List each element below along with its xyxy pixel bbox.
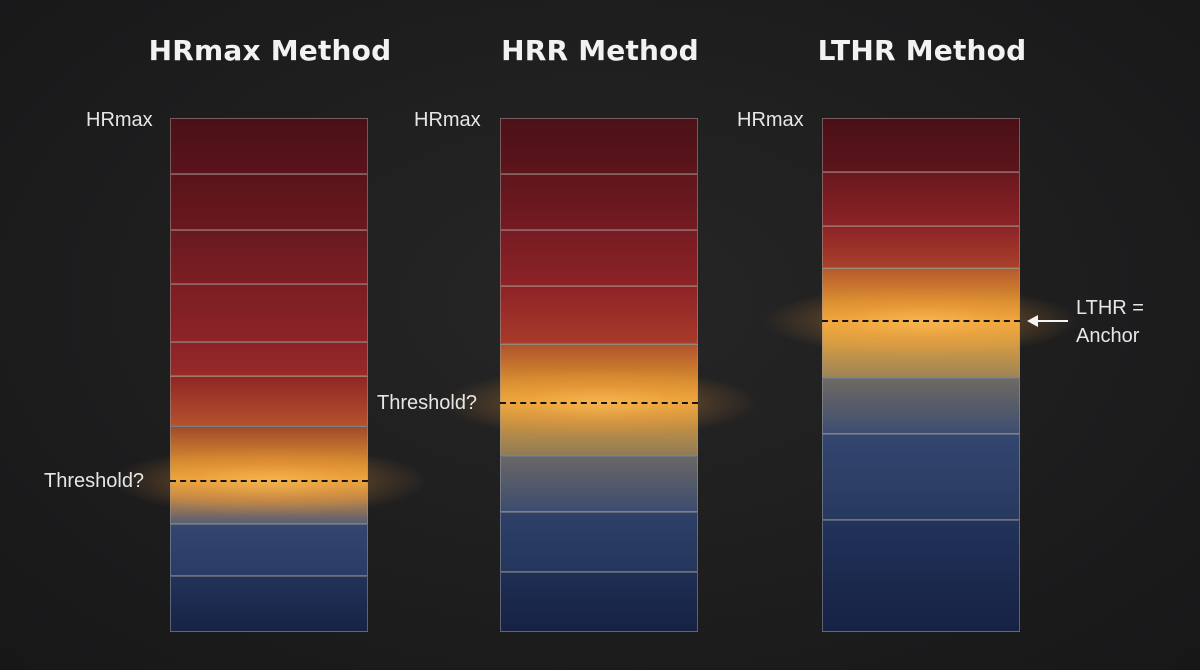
zone-bar [500, 512, 698, 572]
threshold-label-2: Threshold? [377, 392, 478, 414]
zone-bar [822, 172, 1020, 226]
zone-bar [170, 284, 368, 342]
zone-bar [170, 230, 368, 284]
threshold-line [170, 480, 368, 482]
hrr-method-column [440, 118, 760, 632]
zone-bar [500, 572, 698, 632]
zone-bar [500, 344, 698, 456]
anchor-label-line1: LTHR = [1076, 297, 1144, 319]
lthr-method-column [762, 118, 1082, 632]
zone-bar [822, 520, 1020, 632]
zone-bar [170, 342, 368, 376]
hrmax-top-label-3: HRmax [737, 109, 804, 131]
zone-bar [500, 230, 698, 286]
zone-bar [500, 118, 698, 174]
threshold-line [500, 402, 698, 404]
zone-bar [170, 174, 368, 230]
hrmax-method-column [110, 118, 430, 632]
threshold-label-1: Threshold? [44, 470, 145, 492]
zone-bar [170, 426, 368, 524]
zone-bar [500, 174, 698, 230]
hrmax-top-label-1: HRmax [86, 109, 153, 131]
lthr-method-title: LTHR Method [817, 34, 1027, 67]
zone-bar [170, 524, 368, 576]
zone-bar [170, 576, 368, 632]
zone-bar [822, 118, 1020, 172]
arrow-left-icon [1027, 315, 1038, 327]
zone-bar [170, 118, 368, 174]
hrr-method-title: HRR Method [501, 34, 699, 67]
anchor-label-line2: Anchor [1076, 325, 1140, 347]
zone-bar [822, 268, 1020, 378]
anchor-line [822, 320, 1020, 322]
zone-bar [822, 226, 1020, 268]
zone-bar [500, 286, 698, 344]
zone-bar [822, 434, 1020, 520]
hrmax-method-title: HRmax Method [148, 34, 392, 67]
zone-bar [170, 376, 368, 426]
zone-bar [500, 456, 698, 512]
anchor-arrow-shaft [1036, 320, 1068, 322]
hrmax-top-label-2: HRmax [414, 109, 481, 131]
zone-bar [822, 378, 1020, 434]
